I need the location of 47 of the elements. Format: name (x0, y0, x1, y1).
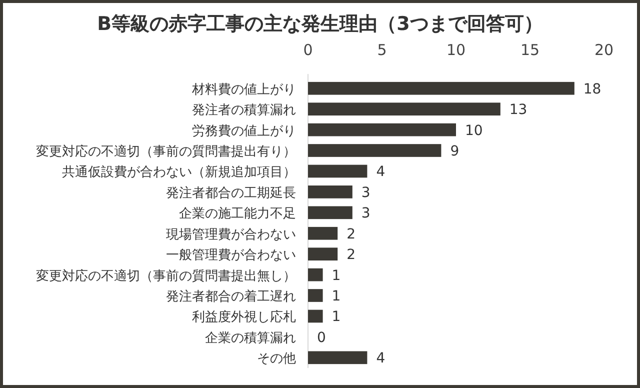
bar (308, 248, 338, 260)
x-tick-label: 15 (520, 41, 540, 59)
y-tick-label: 材料費の値上がり (191, 82, 296, 98)
bar (308, 289, 323, 302)
y-tick-label: 変更対応の不適切（事前の質問書提出有り） (36, 144, 296, 160)
bar (308, 351, 368, 364)
y-tick-label: 現場管理費が合わない (166, 227, 296, 242)
bar (308, 164, 368, 178)
y-tick-label: 利益度外視し応札 (192, 309, 296, 326)
data-label: 10 (465, 122, 483, 139)
y-tick-label: 発注者都合の工期延長 (166, 186, 296, 201)
bar (308, 186, 352, 198)
bar (308, 102, 500, 116)
data-label: 4 (376, 164, 386, 180)
data-label: 0 (317, 330, 326, 346)
data-label: 3 (361, 206, 370, 222)
bar (308, 144, 442, 157)
y-tick-label: その他 (257, 352, 296, 367)
x-tick-label: 20 (594, 41, 614, 59)
data-label: 2 (346, 226, 356, 242)
x-tick-label: 10 (446, 41, 466, 59)
data-label: 9 (450, 144, 460, 160)
data-label: 2 (346, 247, 356, 264)
data-label: 1 (332, 268, 341, 284)
y-tick-label: 共通仮設費が合わない（新規追加項目） (62, 165, 296, 180)
data-label: 3 (361, 184, 370, 201)
bar (308, 123, 456, 136)
bar (308, 82, 574, 95)
y-tick-label: 企業の施工能力不足 (179, 206, 296, 222)
data-label: 4 (376, 350, 386, 367)
chart-title: B等級の赤字工事の主な発生理由（3つまで回答可） (97, 13, 543, 35)
y-tick-label: 変更対応の不適切（事前の質問書提出無し） (36, 268, 296, 284)
x-tick-label: 5 (377, 41, 387, 59)
x-tick-label: 0 (303, 41, 313, 59)
bar (308, 226, 338, 240)
bar (308, 268, 323, 282)
data-label: 1 (332, 309, 341, 326)
y-tick-label: 発注者の積算漏れ (192, 103, 296, 118)
bar (308, 206, 352, 220)
y-tick-label: 労務費の値上がり (192, 124, 296, 139)
bar (308, 310, 323, 323)
data-label: 18 (583, 81, 602, 98)
y-tick-label: 企業の積算漏れ (205, 330, 296, 346)
data-label: 13 (509, 102, 528, 118)
y-tick-label: 発注者都合の着工遅れ (166, 288, 296, 304)
data-label: 1 (332, 288, 341, 304)
y-tick-label: 一般管理費が合わない (166, 248, 296, 264)
